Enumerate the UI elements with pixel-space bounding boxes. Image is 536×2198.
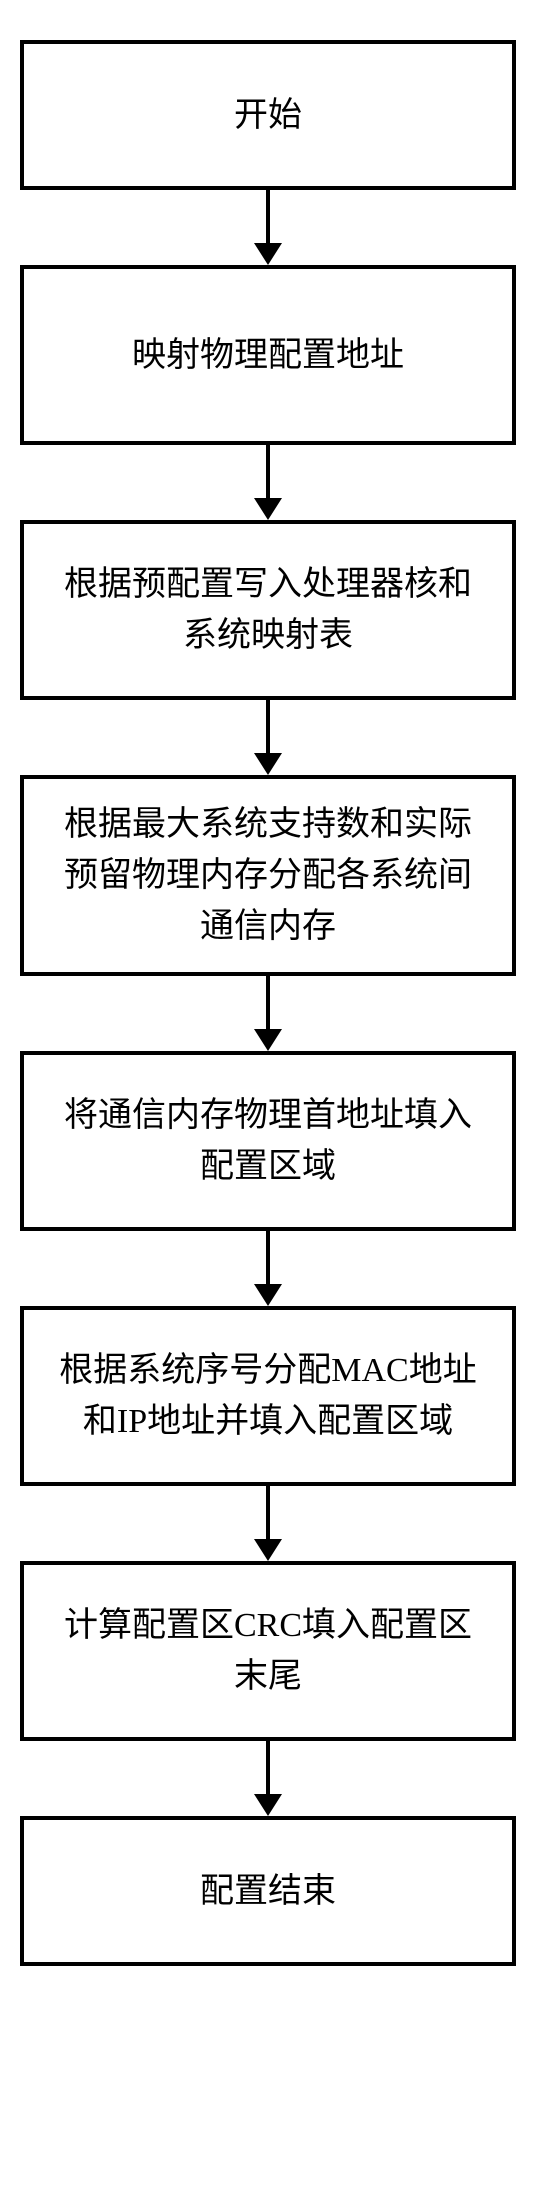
arrow-line — [266, 1231, 270, 1284]
flowchart-node-step3: 根据最大系统支持数和实际预留物理内存分配各系统间通信内存 — [20, 775, 516, 976]
arrow-head-icon — [254, 1794, 282, 1816]
node-label: 配置结束 — [200, 1866, 336, 1917]
flowchart-arrow — [254, 976, 282, 1051]
flowchart-container: 开始 映射物理配置地址 根据预配置写入处理器核和系统映射表 根据最大系统支持数和… — [20, 40, 516, 1966]
flowchart-node-step1: 映射物理配置地址 — [20, 265, 516, 445]
node-label: 根据预配置写入处理器核和系统映射表 — [48, 559, 488, 661]
arrow-line — [266, 700, 270, 753]
arrow-line — [266, 445, 270, 498]
flowchart-node-start: 开始 — [20, 40, 516, 190]
flowchart-arrow — [254, 1486, 282, 1561]
arrow-head-icon — [254, 1284, 282, 1306]
arrow-line — [266, 1741, 270, 1794]
flowchart-node-end: 配置结束 — [20, 1816, 516, 1966]
flowchart-node-step6: 计算配置区CRC填入配置区末尾 — [20, 1561, 516, 1741]
flowchart-arrow — [254, 1741, 282, 1816]
arrow-line — [266, 976, 270, 1029]
flowchart-node-step2: 根据预配置写入处理器核和系统映射表 — [20, 520, 516, 700]
flowchart-arrow — [254, 1231, 282, 1306]
node-label: 根据最大系统支持数和实际预留物理内存分配各系统间通信内存 — [48, 799, 488, 952]
flowchart-arrow — [254, 190, 282, 265]
arrow-head-icon — [254, 243, 282, 265]
arrow-head-icon — [254, 1029, 282, 1051]
flowchart-arrow — [254, 445, 282, 520]
arrow-head-icon — [254, 1539, 282, 1561]
arrow-head-icon — [254, 753, 282, 775]
arrow-head-icon — [254, 498, 282, 520]
node-label: 映射物理配置地址 — [132, 330, 404, 381]
node-label: 将通信内存物理首地址填入配置区域 — [48, 1090, 488, 1192]
node-label: 根据系统序号分配MAC地址和IP地址并填入配置区域 — [48, 1345, 488, 1447]
flowchart-node-step4: 将通信内存物理首地址填入配置区域 — [20, 1051, 516, 1231]
flowchart-arrow — [254, 700, 282, 775]
flowchart-node-step5: 根据系统序号分配MAC地址和IP地址并填入配置区域 — [20, 1306, 516, 1486]
node-label: 计算配置区CRC填入配置区末尾 — [48, 1600, 488, 1702]
arrow-line — [266, 1486, 270, 1539]
arrow-line — [266, 190, 270, 243]
node-label: 开始 — [234, 90, 302, 141]
